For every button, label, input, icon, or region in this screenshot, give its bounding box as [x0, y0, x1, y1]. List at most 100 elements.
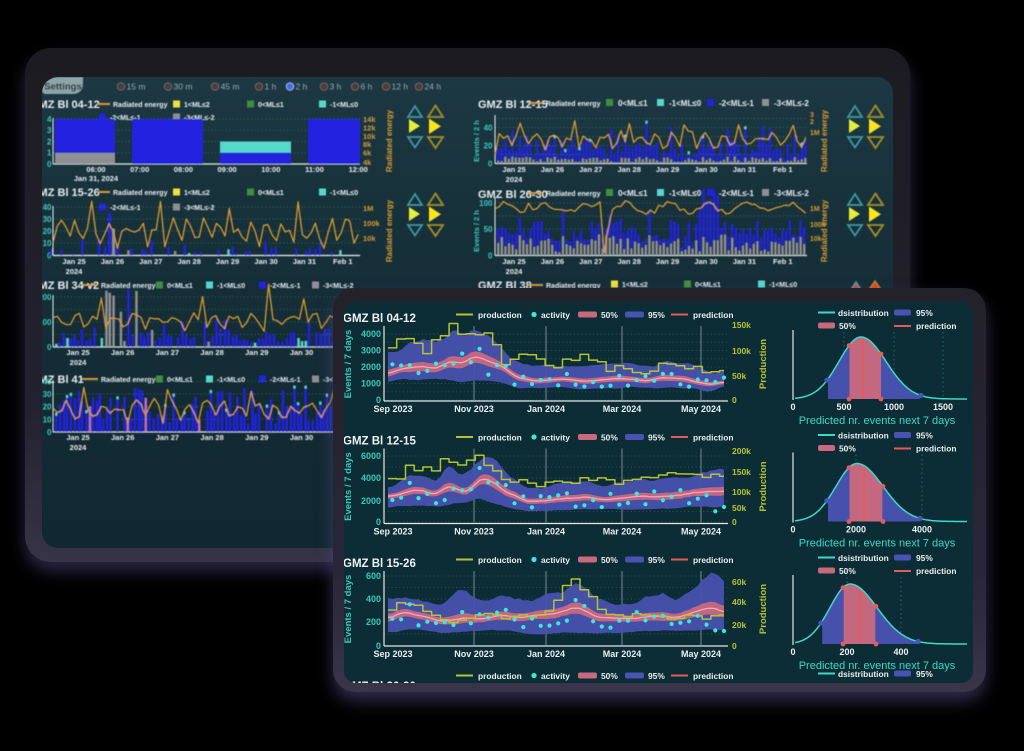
svg-text:-3<: -3< [323, 377, 333, 384]
svg-text:0: 0 [790, 402, 795, 412]
svg-text:GMZ Bl 12-15: GMZ Bl 12-15 [478, 99, 548, 111]
svg-text:1M: 1M [810, 130, 820, 137]
svg-text:Mar 2024: Mar 2024 [603, 404, 642, 414]
svg-text:200: 200 [839, 647, 854, 657]
svg-text:Sep 2023: Sep 2023 [373, 649, 412, 659]
svg-text:Jan 2024: Jan 2024 [527, 527, 565, 537]
svg-text:May 2024: May 2024 [681, 649, 721, 659]
svg-text:Jan 25: Jan 25 [66, 348, 89, 357]
svg-text:-2<ML≤-1: -2<ML≤-1 [110, 115, 141, 122]
svg-text:20: 20 [43, 227, 52, 236]
svg-text:Jan 29: Jan 29 [245, 433, 268, 442]
svg-text:GMZ Bl 04-12: GMZ Bl 04-12 [42, 99, 100, 111]
svg-text:1: 1 [47, 149, 52, 158]
svg-text:08:00: 08:00 [174, 165, 193, 174]
svg-text:100k: 100k [732, 346, 751, 356]
svg-text:150k: 150k [732, 467, 751, 477]
svg-text:1M: 1M [363, 204, 373, 213]
svg-text:Nov 2023: Nov 2023 [454, 404, 494, 414]
svg-text:dsistribution: dsistribution [838, 669, 889, 679]
svg-text:200: 200 [42, 293, 52, 302]
svg-text:Radiated energy: Radiated energy [101, 377, 156, 384]
svg-text:Production: Production [758, 461, 769, 511]
svg-text:Jan 2024: Jan 2024 [527, 404, 565, 414]
svg-text:GMZ Bl 26-30: GMZ Bl 26-30 [344, 681, 416, 683]
svg-text:Jan 27: Jan 27 [579, 165, 602, 174]
svg-text:50%: 50% [601, 671, 618, 681]
svg-text:09:00: 09:00 [218, 165, 237, 174]
svg-text:activity: activity [541, 310, 570, 320]
svg-text:0: 0 [376, 395, 381, 405]
svg-text:95%: 95% [648, 555, 665, 565]
svg-text:50%: 50% [839, 682, 856, 683]
svg-text:-2<ML≤-1: -2<ML≤-1 [719, 99, 754, 108]
svg-text:15 m: 15 m [127, 82, 146, 92]
svg-text:-2<ML≤-1: -2<ML≤-1 [270, 377, 301, 384]
svg-text:40: 40 [43, 203, 52, 212]
svg-text:Jan 25: Jan 25 [66, 433, 89, 442]
svg-text:50%: 50% [839, 321, 856, 331]
svg-text:Nov 2023: Nov 2023 [454, 649, 494, 659]
svg-text:400: 400 [893, 647, 908, 657]
svg-text:50k: 50k [732, 371, 746, 381]
svg-text:600: 600 [366, 571, 381, 581]
svg-text:Jan 2024: Jan 2024 [527, 649, 565, 659]
svg-text:Jan 30: Jan 30 [694, 257, 717, 266]
svg-text:12 h: 12 h [392, 82, 409, 92]
svg-text:-1<ML≤0: -1<ML≤0 [669, 99, 702, 108]
svg-text:500: 500 [836, 402, 851, 412]
svg-text:dsistribution: dsistribution [838, 553, 889, 563]
svg-text:4000: 4000 [361, 473, 381, 483]
svg-text:-2<ML≤-1: -2<ML≤-1 [270, 283, 301, 290]
svg-text:24 h: 24 h [425, 82, 442, 92]
svg-text:Jan 31, 2024: Jan 31, 2024 [74, 174, 119, 183]
svg-text:0: 0 [732, 641, 737, 651]
svg-text:2 h: 2 h [296, 82, 308, 92]
svg-text:12k: 12k [363, 123, 376, 132]
svg-text:1000: 1000 [361, 379, 381, 389]
svg-text:Jan 28: Jan 28 [200, 433, 223, 442]
svg-text:prediction: prediction [693, 310, 733, 320]
svg-text:-3<ML≤-2: -3<ML≤-2 [184, 205, 215, 212]
svg-text:0: 0 [47, 252, 52, 261]
svg-text:production: production [478, 433, 522, 443]
svg-text:Predicted nr. events next 7 da: Predicted nr. events next 7 days [799, 660, 956, 672]
svg-text:Jan 28: Jan 28 [618, 165, 641, 174]
svg-text:Radiated energy: Radiated energy [820, 199, 829, 262]
svg-text:dsistribution: dsistribution [838, 431, 889, 441]
svg-text:20k: 20k [732, 620, 746, 630]
svg-text:3 h: 3 h [330, 82, 342, 92]
svg-text:activity: activity [541, 555, 570, 565]
svg-text:10k: 10k [810, 236, 822, 243]
svg-text:Sep 2023: Sep 2023 [373, 527, 412, 537]
svg-text:6000: 6000 [361, 451, 381, 461]
svg-text:95%: 95% [916, 431, 933, 441]
svg-text:Radiated energy: Radiated energy [113, 190, 168, 197]
svg-text:prediction: prediction [916, 321, 956, 331]
svg-text:Radiated energy: Radiated energy [546, 283, 601, 290]
svg-text:Feb 1: Feb 1 [333, 257, 353, 266]
svg-text:0<ML≤1: 0<ML≤1 [167, 377, 193, 384]
svg-text:0: 0 [488, 160, 493, 169]
svg-text:50%: 50% [601, 433, 618, 443]
svg-text:50%: 50% [839, 444, 856, 454]
svg-text:2024: 2024 [506, 175, 524, 184]
svg-text:30 m: 30 m [174, 82, 193, 92]
svg-text:Jan 26: Jan 26 [541, 257, 564, 266]
svg-text:-2<ML≤-1: -2<ML≤-1 [719, 189, 754, 198]
svg-text:Jan 25: Jan 25 [502, 165, 525, 174]
svg-text:GMZ Bl 04-12: GMZ Bl 04-12 [344, 313, 416, 325]
svg-text:0: 0 [732, 517, 737, 527]
svg-text:2024: 2024 [70, 358, 88, 367]
svg-text:150k: 150k [732, 320, 751, 330]
svg-text:Jan 28: Jan 28 [178, 257, 201, 266]
svg-text:Jan 28: Jan 28 [618, 257, 641, 266]
svg-text:95%: 95% [916, 553, 933, 563]
svg-text:100k: 100k [810, 222, 826, 229]
svg-text:2000: 2000 [846, 525, 866, 535]
svg-text:50%: 50% [601, 310, 618, 320]
svg-text:Jan 30: Jan 30 [694, 165, 717, 174]
svg-text:Events / 7 days: Events / 7 days [344, 330, 354, 399]
svg-text:45 m: 45 m [221, 82, 240, 92]
svg-text:3: 3 [810, 112, 814, 119]
